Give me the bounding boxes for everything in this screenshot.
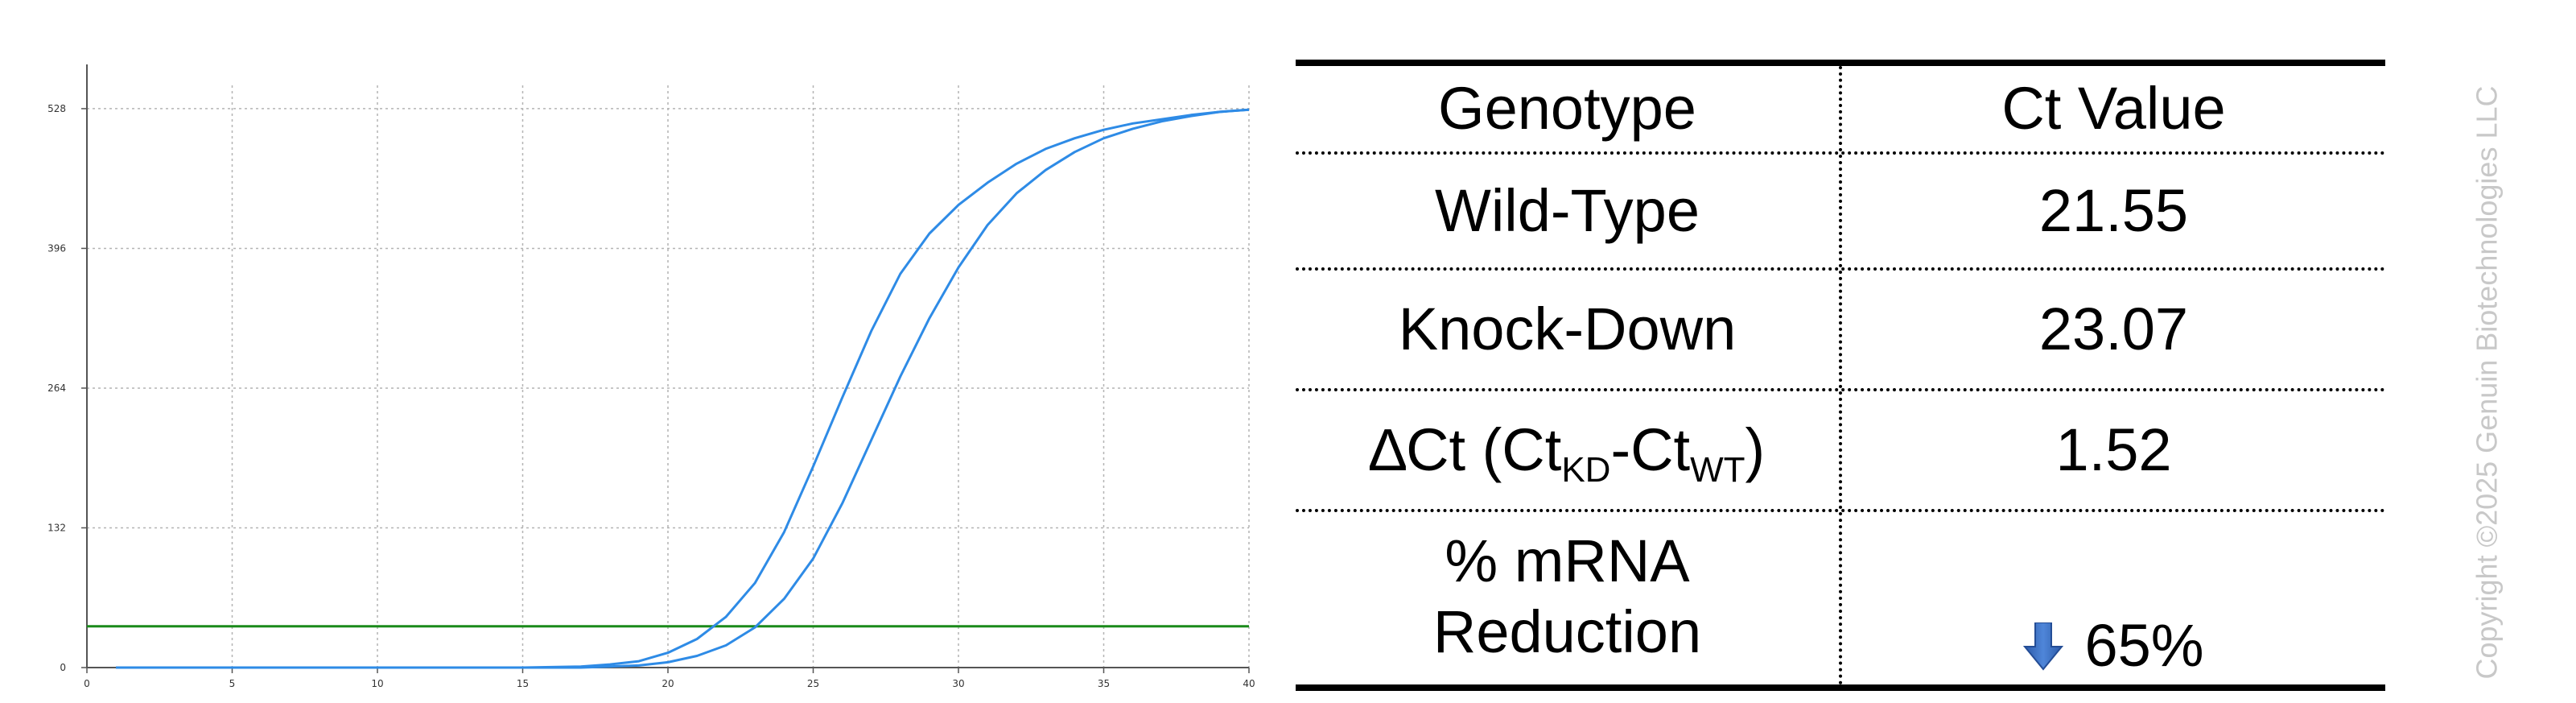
amplification-plot: 0 5 10 15 20 25 30 35 40 0 132 264 396 528 — [47, 64, 1255, 689]
row-value-wild-type: 21.55 — [1839, 155, 2385, 267]
mrna-label-line1: % mRNA — [1445, 527, 1690, 594]
table-row: Wild-Type 21.55 — [1296, 155, 2385, 271]
delta-ct-label-end: ) — [1745, 416, 1766, 483]
x-tick-label: 30 — [952, 678, 964, 689]
y-tick-label: 396 — [47, 242, 66, 254]
y-tick-label: 132 — [47, 522, 66, 533]
x-tick-label: 20 — [662, 678, 674, 689]
delta-ct-label-mid: -Ct — [1610, 416, 1691, 483]
row-label-wild-type: Wild-Type — [1435, 177, 1700, 244]
delta-ct-sub-kd: KD — [1561, 450, 1611, 490]
table-header-row: Genotype Ct Value — [1296, 66, 2385, 155]
y-tick-label: 0 — [60, 662, 66, 673]
tick-labels: 0 5 10 15 20 25 30 35 40 0 132 264 396 528 — [47, 103, 1255, 689]
x-tick-label: 35 — [1098, 678, 1110, 689]
x-tick-label: 0 — [84, 678, 90, 689]
header-ct-value: Ct Value — [1839, 66, 2385, 151]
row-value-delta-ct: 1.52 — [1839, 391, 2385, 509]
amplification-curve — [116, 108, 1250, 669]
x-tick-label: 10 — [371, 678, 383, 689]
delta-ct-label: ∆Ct (Ct — [1369, 416, 1562, 483]
header-genotype: Genotype — [1438, 75, 1696, 142]
mrna-label-line2: Reduction — [1432, 598, 1702, 665]
amplification-curve — [116, 108, 1250, 669]
row-label-knock-down: Knock-Down — [1398, 296, 1737, 362]
plot-grid — [87, 85, 1250, 668]
row-value-knock-down: 23.07 — [1839, 271, 2385, 388]
copyright-notice: Copyright ©2025 Genuin Biotechnologies L… — [2459, 86, 2515, 680]
row-label-delta-ct: ∆Ct (CtKD-CtWT) — [1296, 391, 1839, 509]
x-tick-label: 25 — [807, 678, 819, 689]
amplification-curves — [116, 108, 1250, 669]
plot-axes — [81, 64, 1250, 673]
x-tick-label: 40 — [1243, 678, 1255, 689]
table-row: Knock-Down 23.07 — [1296, 271, 2385, 391]
ct-results-table: Genotype Ct Value Wild-Type 21.55 Knock-… — [1296, 60, 2385, 691]
row-label-mrna-reduction: % mRNA Reduction — [1296, 512, 1839, 684]
y-tick-label: 528 — [47, 103, 66, 114]
table-row: ∆Ct (CtKD-CtWT) 1.52 — [1296, 391, 2385, 512]
down-arrow-icon — [2023, 622, 2064, 671]
table-row: % mRNA Reduction 65% — [1296, 512, 2385, 684]
table-bottom-rule — [1296, 684, 2385, 691]
x-tick-label: 15 — [517, 678, 529, 689]
mrna-reduction-value: 65% — [2084, 612, 2204, 679]
row-value-mrna-reduction: 65% — [1839, 512, 2385, 684]
y-tick-label: 264 — [47, 383, 66, 394]
delta-ct-sub-wt: WT — [1690, 450, 1745, 490]
copyright-text: Copyright ©2025 Genuin Biotechnologies L… — [2470, 85, 2503, 680]
x-tick-label: 5 — [229, 678, 236, 689]
table-top-rule — [1296, 60, 2385, 66]
